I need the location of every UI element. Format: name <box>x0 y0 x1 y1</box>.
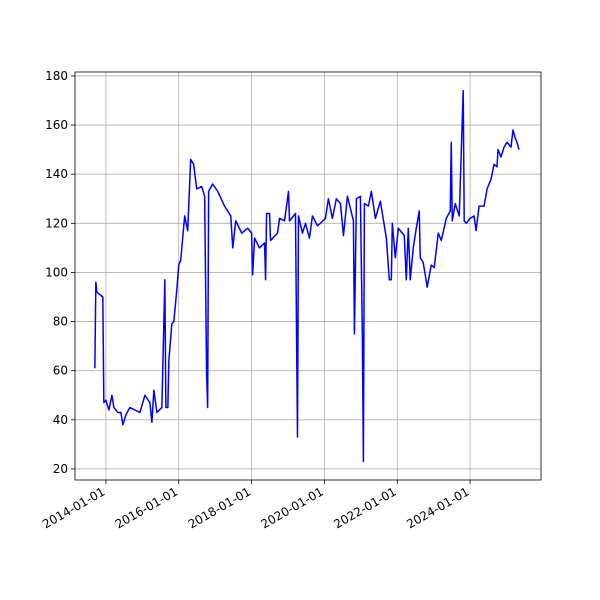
y-tick-label: 120 <box>45 216 68 230</box>
y-tick-label: 60 <box>53 364 68 378</box>
y-tick-label: 20 <box>53 462 68 476</box>
y-tick-label: 80 <box>53 315 68 329</box>
axes-frame <box>74 71 542 481</box>
y-tick-label: 40 <box>53 413 68 427</box>
y-tick-label: 180 <box>45 69 68 83</box>
y-tick-label: 160 <box>45 118 68 132</box>
y-tick-label: 100 <box>45 265 68 279</box>
y-tick-label: 140 <box>45 167 68 181</box>
data-line <box>94 89 520 463</box>
